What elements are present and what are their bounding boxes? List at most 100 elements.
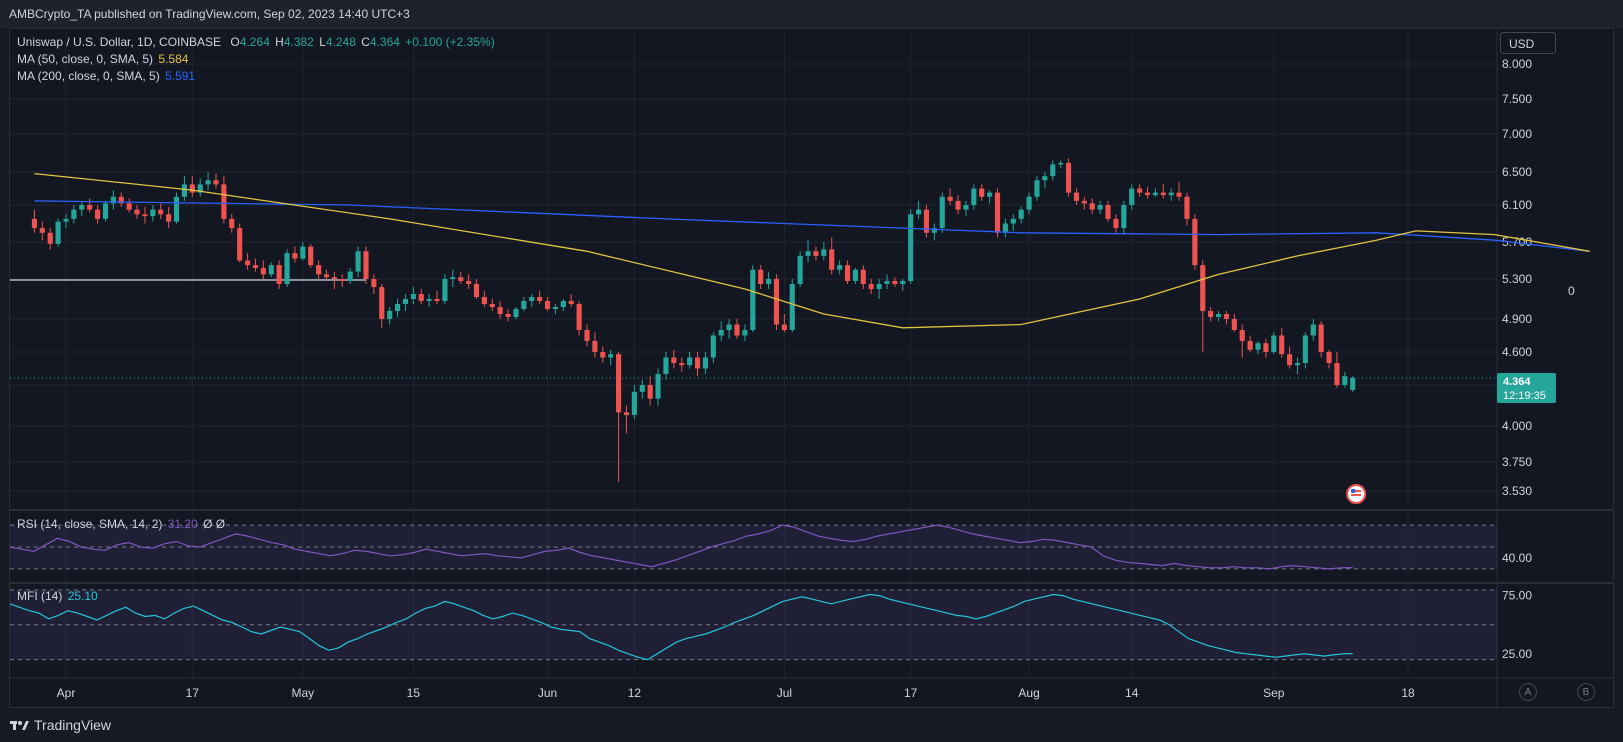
candle[interactable] — [1105, 205, 1111, 219]
candle[interactable] — [687, 357, 693, 366]
candle[interactable] — [647, 385, 653, 399]
candle[interactable] — [742, 330, 748, 336]
candle[interactable] — [1152, 192, 1158, 196]
candle[interactable] — [963, 205, 969, 210]
candle[interactable] — [908, 214, 914, 281]
candle[interactable] — [1002, 223, 1008, 233]
candle[interactable] — [102, 203, 109, 219]
candle[interactable] — [489, 304, 495, 307]
candle[interactable] — [1310, 324, 1316, 336]
candle[interactable] — [1058, 162, 1064, 165]
candle[interactable] — [655, 374, 661, 399]
currency-button[interactable]: USD — [1500, 32, 1556, 54]
candle[interactable] — [979, 188, 985, 197]
candle[interactable] — [189, 184, 195, 193]
candle[interactable] — [1231, 319, 1237, 330]
candle[interactable] — [560, 301, 566, 307]
candle[interactable] — [671, 357, 677, 364]
candle[interactable] — [939, 196, 945, 229]
candle[interactable] — [892, 281, 898, 284]
candle[interactable] — [987, 192, 993, 197]
candle[interactable] — [766, 279, 772, 284]
candle[interactable] — [1294, 363, 1301, 366]
candle[interactable] — [1160, 192, 1166, 196]
candle[interactable] — [442, 279, 448, 301]
candle[interactable] — [1215, 314, 1222, 317]
candle[interactable] — [663, 357, 669, 375]
candle[interactable] — [513, 309, 519, 317]
candle[interactable] — [473, 284, 480, 297]
ma200-legend[interactable]: MA (200, close, 0, SMA, 5) 5.591 — [17, 68, 197, 84]
candle[interactable] — [173, 196, 180, 222]
log-scale-button[interactable]: B — [1577, 683, 1595, 701]
candle[interactable] — [142, 214, 148, 217]
candle[interactable] — [1018, 209, 1024, 219]
candle[interactable] — [1326, 352, 1332, 363]
candle[interactable] — [576, 304, 582, 330]
candle[interactable] — [363, 251, 369, 279]
candle[interactable] — [600, 352, 606, 358]
candle[interactable] — [758, 269, 764, 284]
candle[interactable] — [497, 307, 503, 314]
candle[interactable] — [1200, 265, 1206, 311]
candle[interactable] — [213, 180, 219, 185]
candle[interactable] — [797, 255, 803, 284]
candle[interactable] — [1050, 164, 1056, 177]
candle[interactable] — [1287, 354, 1293, 366]
candle[interactable] — [884, 281, 890, 284]
candle[interactable] — [339, 279, 345, 281]
candle[interactable] — [734, 324, 740, 336]
candle[interactable] — [1208, 311, 1214, 317]
candle[interactable] — [268, 265, 274, 275]
candle[interactable] — [426, 299, 432, 301]
candle[interactable] — [631, 391, 637, 416]
candle[interactable] — [994, 192, 1001, 233]
candle[interactable] — [79, 205, 85, 210]
candle[interactable] — [1271, 335, 1277, 353]
candle[interactable] — [244, 260, 251, 266]
candle[interactable] — [955, 200, 961, 210]
candle[interactable] — [418, 294, 424, 301]
candle[interactable] — [379, 287, 385, 319]
candle[interactable] — [900, 281, 906, 284]
candle[interactable] — [221, 184, 227, 219]
candle[interactable] — [197, 184, 203, 193]
candle[interactable] — [529, 297, 535, 301]
candle[interactable] — [150, 209, 156, 217]
auto-scale-button[interactable]: A — [1519, 683, 1537, 701]
candle[interactable] — [181, 184, 187, 197]
candle[interactable] — [402, 299, 409, 304]
candle[interactable] — [355, 251, 361, 272]
candle[interactable] — [750, 269, 756, 330]
candle[interactable] — [923, 209, 930, 233]
ma50-legend[interactable]: MA (50, close, 0, SMA, 5) 5.584 — [17, 51, 190, 67]
candle[interactable] — [39, 228, 45, 233]
candle[interactable] — [639, 385, 645, 392]
candle[interactable] — [868, 284, 874, 289]
candle[interactable] — [852, 269, 858, 281]
candle[interactable] — [702, 357, 708, 369]
candle[interactable] — [1239, 330, 1245, 341]
candle[interactable] — [237, 228, 243, 261]
candle[interactable] — [1263, 343, 1269, 352]
candle[interactable] — [1144, 192, 1151, 196]
ma200-line[interactable] — [34, 200, 1590, 252]
candle[interactable] — [1168, 192, 1174, 196]
candle[interactable] — [710, 335, 716, 358]
candle[interactable] — [110, 196, 116, 204]
candle[interactable] — [505, 314, 511, 317]
candle[interactable] — [410, 294, 416, 299]
candle[interactable] — [458, 277, 464, 281]
candle[interactable] — [434, 299, 440, 301]
candle[interactable] — [947, 196, 953, 201]
candle[interactable] — [592, 341, 598, 352]
candle[interactable] — [31, 218, 37, 229]
candle[interactable] — [829, 249, 835, 270]
candle[interactable] — [394, 304, 401, 311]
candle[interactable] — [718, 330, 724, 336]
candle[interactable] — [584, 330, 590, 341]
candle[interactable] — [876, 284, 882, 289]
candle[interactable] — [260, 267, 266, 275]
candle[interactable] — [308, 246, 314, 266]
candle[interactable] — [71, 209, 77, 219]
